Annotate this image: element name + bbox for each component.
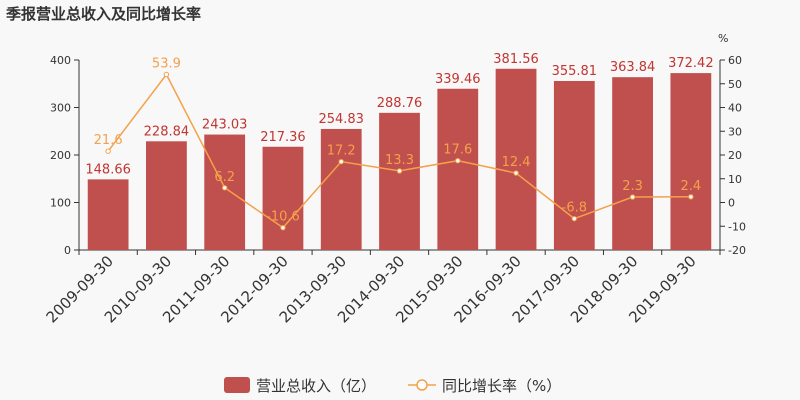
- y-tick-label-left: 400: [50, 54, 71, 67]
- y-tick-label-right: 20: [728, 149, 742, 162]
- line-value-label: -10.6: [266, 210, 300, 225]
- y-tick-label-right: 10: [728, 173, 742, 186]
- line-point: [571, 215, 578, 222]
- line-point: [280, 224, 286, 231]
- line-point: [688, 194, 694, 200]
- line-point: [338, 158, 344, 165]
- legend-swatch-growth-marker: [416, 379, 428, 391]
- bar: [379, 112, 420, 251]
- bar-value-label: 243.03: [202, 118, 248, 133]
- y-tick-label-left: 300: [50, 102, 71, 115]
- bar-value-label: 355.81: [552, 64, 598, 79]
- y-tick-label-right: 40: [728, 102, 742, 115]
- bar-value-label: 381.56: [493, 52, 539, 67]
- line-point: [513, 170, 519, 176]
- legend[interactable]: 营业总收入（亿） 同比增长率（%）: [224, 377, 561, 395]
- legend-label-revenue: 营业总收入（亿）: [256, 377, 376, 395]
- line-value-label: 6.2: [214, 170, 235, 185]
- y-axis-right-unit: %: [718, 32, 728, 45]
- y-tick-label-left: 200: [50, 149, 71, 162]
- y-tick-label-right: 30: [728, 125, 742, 138]
- y-tick-label-right: 50: [728, 78, 742, 91]
- chart-title: 季报营业总收入及同比增长率: [6, 5, 201, 23]
- line-point: [105, 148, 111, 154]
- line-point: [455, 158, 461, 164]
- bar: [495, 68, 537, 250]
- bar: [87, 179, 129, 250]
- bar-value-label: 288.76: [377, 96, 423, 111]
- legend-swatch-revenue: [224, 377, 250, 393]
- line-value-label: 53.9: [152, 56, 181, 71]
- y-tick-label-right: 0: [728, 197, 735, 210]
- bar: [320, 128, 362, 250]
- line-value-label: 2.3: [622, 179, 643, 194]
- line-value-label: 12.4: [502, 155, 531, 170]
- line-point: [163, 71, 170, 78]
- bar: [262, 146, 304, 250]
- bar-value-label: 217.36: [260, 130, 306, 145]
- bar-value-label: 254.83: [318, 112, 364, 127]
- line-value-label: 17.2: [327, 144, 356, 159]
- bar-value-label: 339.46: [435, 72, 481, 87]
- line-value-label: 17.6: [443, 143, 472, 158]
- bar: [670, 73, 712, 251]
- line-point: [221, 185, 228, 191]
- line-point: [396, 168, 403, 174]
- y-tick-label-right: -10: [728, 220, 746, 233]
- y-tick-label-right: 60: [728, 54, 742, 67]
- y-tick-label-right: -20: [728, 244, 746, 257]
- bar: [437, 88, 479, 250]
- bar: [204, 134, 246, 250]
- bar-value-label: 228.84: [144, 124, 190, 139]
- bar-value-label: 363.84: [610, 60, 656, 75]
- bar-value-label: 372.42: [668, 56, 714, 71]
- line-value-label: 2.4: [681, 179, 702, 194]
- line-point: [629, 194, 636, 200]
- bar: [612, 77, 653, 251]
- line-value-label: 21.6: [94, 133, 123, 148]
- y-tick-label-left: 0: [64, 244, 71, 257]
- bar: [553, 80, 595, 250]
- y-tick-label-left: 100: [50, 197, 71, 210]
- bar: [146, 141, 187, 250]
- plot-area: 0100200300400-20-100102030405060%2009-09…: [43, 32, 746, 326]
- line-value-label: -6.8: [562, 201, 587, 216]
- bar-value-label: 148.66: [85, 162, 131, 177]
- line-value-label: 13.3: [385, 153, 414, 168]
- legend-label-growth: 同比增长率（%）: [442, 377, 561, 395]
